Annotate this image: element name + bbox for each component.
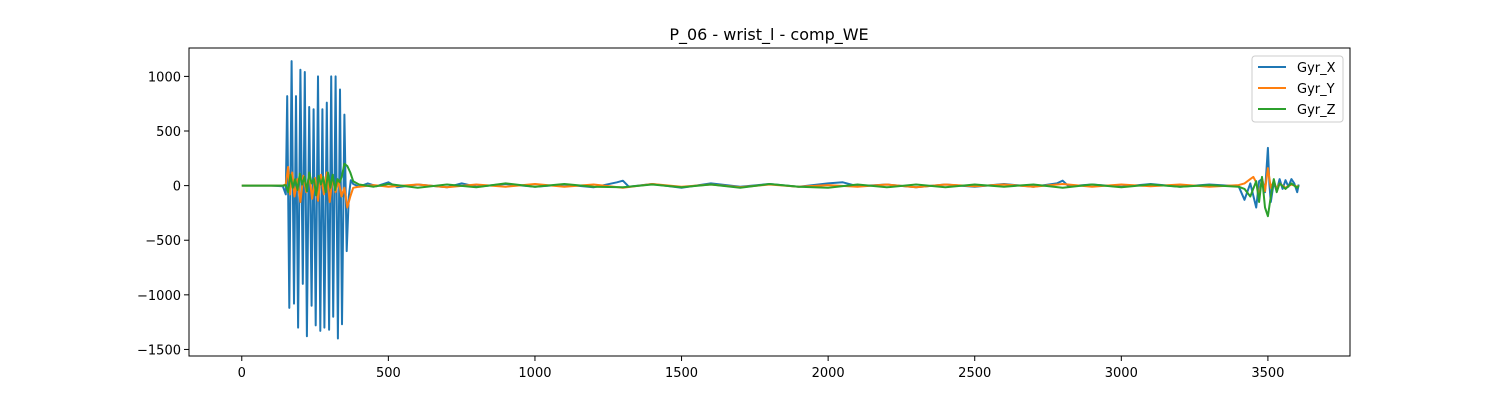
y-tick-label: 0	[173, 180, 181, 195]
legend-items: Gyr_X Gyr_Y Gyr_Z	[1258, 61, 1336, 118]
legend-label-gyr-z: Gyr_Z	[1297, 103, 1336, 118]
y-tick-label: −500	[145, 234, 181, 249]
x-tick-label: 2500	[958, 366, 991, 381]
legend-label-gyr-y: Gyr_Y	[1297, 82, 1335, 97]
x-tick-label: 2000	[812, 366, 845, 381]
x-tick-label: 1000	[518, 366, 551, 381]
legend: Gyr_X Gyr_Y Gyr_Z	[1251, 55, 1344, 123]
plot-frame	[188, 47, 1351, 357]
x-tick-label: 3000	[1105, 366, 1138, 381]
legend-label-gyr-x: Gyr_X	[1297, 61, 1336, 76]
y-tick-label: 500	[156, 125, 181, 140]
y-tick-label: −1500	[137, 343, 181, 358]
y-axis: 1000 500 0 −500 −1000 −1500	[137, 70, 189, 358]
series-layer	[241, 60, 1300, 340]
x-tick-label: 1500	[665, 366, 698, 381]
x-tick-label: 0	[238, 366, 246, 381]
x-tick-label: 3500	[1251, 366, 1284, 381]
y-tick-label: 1000	[148, 70, 181, 85]
series-line-gyr-z	[241, 162, 1300, 218]
x-axis: 0 500 1000 1500 2000 2500 3000 3500	[238, 356, 1284, 381]
chart-title: P_06 - wrist_l - comp_WE	[669, 25, 868, 45]
legend-frame	[1251, 55, 1344, 123]
y-tick-label: −1000	[137, 289, 181, 304]
x-tick-label: 500	[376, 366, 401, 381]
